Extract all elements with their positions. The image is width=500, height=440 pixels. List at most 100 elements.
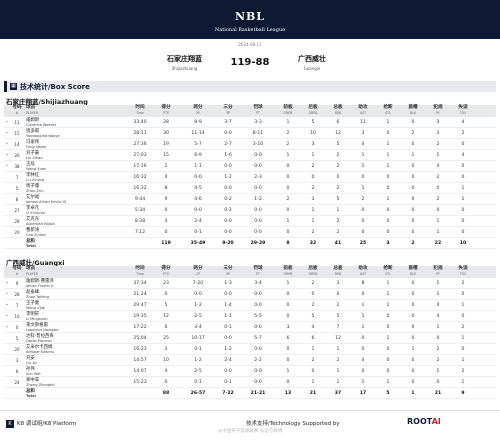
col-header-reb[interactable]: 总板 REB <box>328 266 348 276</box>
col-header-player[interactable]: 球员 PLAYER <box>26 105 104 115</box>
table-row[interactable]: 6 孙伟 Sun Wei 14:07 4 2-5 0-0 0-0 1 0 1 0 0 0 1 2 <box>4 366 496 377</box>
player-name[interactable]: 威姆斯 Clarence Weems <box>26 117 104 128</box>
col-header-stl[interactable]: 抢断 STL <box>378 105 398 115</box>
col-header-pf[interactable]: 犯规 PF <box>428 105 448 115</box>
stat-dreb: 0 <box>311 369 315 374</box>
player-name[interactable]: 孙伟 Sun Wei <box>26 366 104 377</box>
col-header-to[interactable]: 失误 TOV <box>453 266 473 276</box>
player-name-en: Wang Xuan <box>26 167 47 171</box>
player-name[interactable]: 艾米尔卡西姆 Aimaier Kasimu <box>26 344 104 355</box>
player-name[interactable]: 达科·普拉西奇 Darko Placevic <box>26 333 104 344</box>
player-name[interactable]: 郑中非 Zheng Zhongfei <box>26 377 104 388</box>
table-row[interactable]: 24 郑中非 Zheng Zhongfei 15:23 0 0-1 0-1 0-0 0 1 1 1 1 0… <box>4 377 496 388</box>
col-header-blk[interactable]: 盖帽 BLK <box>403 266 423 276</box>
stat-dreb: 2 <box>311 281 315 286</box>
player-name[interactable]: 艾尔福 Jamezi Alfred Emilio III <box>26 194 104 205</box>
table-header: 号码 # 球员 PLAYER 时间 Time 得分 PTS 两分 2P 三分 3P 罚球 FT 前板 OREB… <box>4 105 496 117</box>
player-name[interactable]: 曹新涛 Cao Xintao <box>26 227 104 238</box>
table-row[interactable]: * 11 威姆斯 Clarence Weems 33:40 28 8-9 3-7 3-3 1 5 6 1… <box>4 117 496 128</box>
player-name[interactable]: 刘子豪 Liu Zihao <box>26 150 104 161</box>
table-row[interactable]: * 15 恩多耶 Youssoupha Ndoye 28:11 30 11-14 0-0 8-1… <box>4 128 496 139</box>
table-row[interactable]: 5 周子儒 Zhou Ziru 16:32 8 4-5 0-0 0-0 0 2 2 1 0 0 0 1 <box>4 183 496 194</box>
col-header-pf[interactable]: 犯规 PF <box>428 266 448 276</box>
col-header-oreb[interactable]: 前板 OREB <box>278 105 298 115</box>
stat-min: 8:38 <box>134 219 146 224</box>
col-header-p2[interactable]: 两分 2P <box>186 105 210 115</box>
table-row[interactable]: 20 曹新涛 Cao Xintao 7:12 0 0-1 0-0 0-0 0 2 2 0 0 0 1 0 <box>4 227 496 238</box>
table-row[interactable]: * 14 冯家伟 Feng Jiawei 27:36 19 5-7 2-7 3-10 2 3 5 4 1 0… <box>4 139 496 150</box>
stat-pts: 10 <box>163 358 169 363</box>
col-header-oreb[interactable]: 前板 OREB <box>278 266 298 276</box>
col-header-dreb[interactable]: 后板 DREB <box>303 105 323 115</box>
stat-blk: 2 <box>411 131 415 136</box>
stat-to: 0 <box>461 208 465 213</box>
stat-oreb: 0 <box>286 303 290 308</box>
col-header-player[interactable]: 球员 PLAYER <box>26 266 104 276</box>
stat-to: 4 <box>461 120 465 125</box>
player-name[interactable]: 艾克东 Aizierkezi Nijiazi <box>26 216 104 227</box>
player-name-zh: 王子健 <box>26 301 40 306</box>
stat-reb: 0 <box>336 175 340 180</box>
player-name[interactable]: 刘安 Liu An <box>26 355 104 366</box>
player-name[interactable]: 李林红 Li Linhong <box>26 172 104 183</box>
player-name-zh: 李卓凡 <box>26 206 40 211</box>
player-name[interactable]: 詹姆斯·弗雷泽 James Frazier Jr. <box>26 278 104 289</box>
player-name[interactable]: 李卓凡 Li Zhuofan <box>26 205 104 216</box>
table-row[interactable]: * 28 赵泰峰 Zhao Taifeng 21:24 0 0-0 0-0 0-0 0 0 0 0 1 0 1… <box>4 289 496 300</box>
stat-pf: 1 <box>436 230 440 235</box>
col-header-p2[interactable]: 两分 2P <box>186 266 210 276</box>
table-row[interactable]: * 9 詹姆斯·弗雷泽 James Frazier Jr. 37:34 23 7-20 1-3… <box>4 278 496 289</box>
table-row[interactable]: 27 李卓凡 Li Zhuofan 5:34 0 0-0 0-2 0-0 0 1 1 0 0 0 0 0 <box>4 205 496 216</box>
col-header-ft[interactable]: 罚球 FT <box>246 105 270 115</box>
table-row[interactable]: * 0 莱文斯格雷 Lebarron Naragbe 17:22 6 3-4 0-1 0-0 3 4… <box>4 322 496 333</box>
table-row[interactable]: * 38 王炫 Wang Xuan 17:16 2 1-1 0-0 0-0 0 2 2 1 1 0 4 0 <box>4 161 496 172</box>
col-header-p3[interactable]: 三分 3P <box>216 105 240 115</box>
totals-label-zh: 总和 <box>26 239 35 244</box>
player-name[interactable]: 王炫 Wang Xuan <box>26 161 104 172</box>
col-header-ast[interactable]: 助攻 AST <box>353 266 373 276</box>
player-name[interactable]: 莱文斯格雷 Lebarron Naragbe <box>26 322 104 333</box>
col-header-min[interactable]: 时间 Time <box>128 266 152 276</box>
table-row[interactable]: 28 艾克东 Aizierkezi Nijiazi 8:38 4 2-4 0-0 0-0 1 1 2… <box>4 216 496 227</box>
col-header-no[interactable]: 号码 # <box>10 266 24 276</box>
total-ast: 25 <box>359 241 367 246</box>
player-name[interactable]: 冯家伟 Feng Jiawei <box>26 139 104 150</box>
col-header-to[interactable]: 失误 TOV <box>453 105 473 115</box>
stat-pts: 4 <box>164 219 168 224</box>
player-name[interactable]: 周子儒 Zhou Ziru <box>26 183 104 194</box>
total-ast: 17 <box>359 391 367 396</box>
table-row[interactable]: 20 艾米尔卡西姆 Aimaier Kasimu 16:23 3 0-1 1-2 0-0 0 1 1… <box>4 344 496 355</box>
table-row[interactable]: * 7 王子健 Wang Zijie 29:47 5 1-2 1-4 0-0 0 2 2 1 1 0 4 1 <box>4 300 496 311</box>
col-header-no[interactable]: 号码 # <box>10 105 24 115</box>
col-header-stl[interactable]: 抢断 STL <box>378 266 398 276</box>
player-name[interactable]: 赵泰峰 Zhao Taifeng <box>26 289 104 300</box>
player-name[interactable]: 恩多耶 Youssoupha Ndoye <box>26 128 104 139</box>
col-header-min[interactable]: 时间 Time <box>128 105 152 115</box>
table-row[interactable]: * 26 刘子豪 Liu Zihao 27:03 15 6-9 1-6 0-0 1 1 2 1 1 1 1 4 <box>4 150 496 161</box>
player-name[interactable]: 李明轩 Li Mingxuan <box>26 311 104 322</box>
stat-oreb: 0 <box>286 208 290 213</box>
stat-pts: 0 <box>164 208 168 213</box>
stat-to: 1 <box>461 336 465 341</box>
table-row[interactable]: 5 达科·普拉西奇 Darko Placevic 25:04 25 10-17 0-0 5-7… <box>4 333 496 344</box>
player-name[interactable]: 王子健 Wang Zijie <box>26 300 104 311</box>
table-row[interactable]: * 10 李明轩 Li Mingxuan 19:35 12 2-5 1-1 5-5 0 5 5 1 0 0 4… <box>4 311 496 322</box>
col-header-blk[interactable]: 盖帽 BLK <box>403 105 423 115</box>
col-header-p3[interactable]: 三分 3P <box>216 266 240 276</box>
stat-blk: 0 <box>411 325 415 330</box>
player-name-zh: 艾米尔卡西姆 <box>26 345 53 350</box>
col-header-dreb[interactable]: 后板 DREB <box>303 266 323 276</box>
col-header-pts[interactable]: 得分 PTS <box>156 266 176 276</box>
col-header-ft[interactable]: 罚球 FT <box>246 266 270 276</box>
table-row[interactable]: 7 李林红 Li Linhong 16:32 4 0-0 1-2 2-3 0 0 0 0 0 0 2 0 <box>4 172 496 183</box>
col-header-reb[interactable]: 总板 REB <box>328 105 348 115</box>
totals-label: 总和 Total <box>26 238 104 249</box>
table-row[interactable]: 3 刘安 Liu An 14:57 10 1-2 2-4 2-2 0 2 2 4 0 0 2 1 <box>4 355 496 366</box>
stat-p2: 4-5 <box>194 186 202 191</box>
stat-reb: 2 <box>336 153 340 158</box>
table-row[interactable]: 8 艾尔福 Jamezi Alfred Emilio III 9:44 9 4-6 0-2 1… <box>4 194 496 205</box>
col-header-ast[interactable]: 助攻 AST <box>353 105 373 115</box>
col-header-pts[interactable]: 得分 PTS <box>156 105 176 115</box>
stat-min: 37:34 <box>133 281 147 286</box>
stat-ast: 0 <box>361 175 365 180</box>
